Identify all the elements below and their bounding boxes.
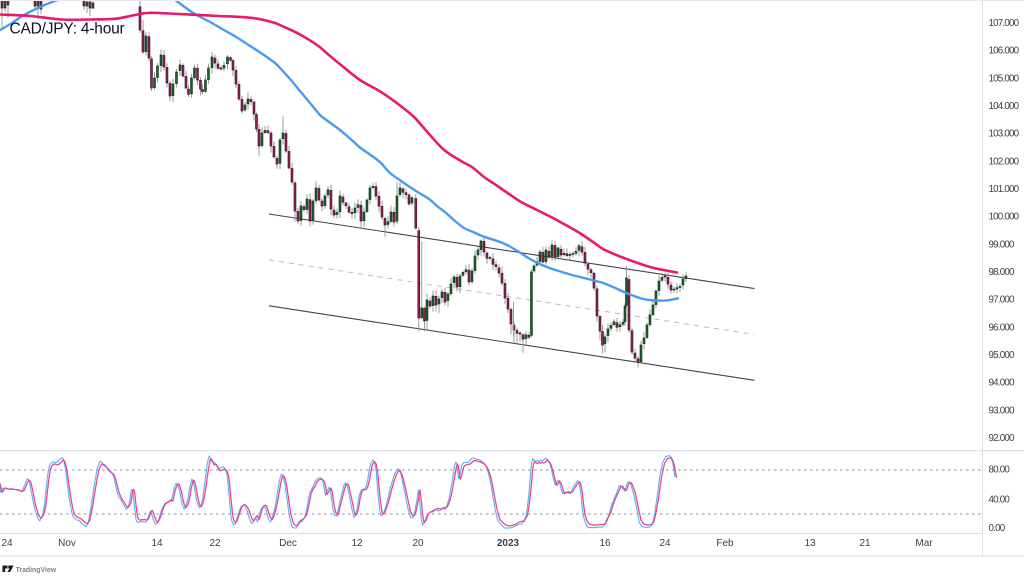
svg-text:95.000: 95.000 (989, 350, 1016, 361)
svg-text:100.000: 100.000 (989, 212, 1020, 223)
svg-text:24: 24 (659, 538, 671, 549)
svg-text:Nov: Nov (58, 538, 76, 549)
svg-text:102.000: 102.000 (989, 156, 1020, 167)
svg-text:Mar: Mar (915, 538, 933, 549)
svg-text:12: 12 (351, 538, 363, 549)
svg-text:104.000: 104.000 (989, 101, 1020, 112)
svg-text:20: 20 (412, 538, 424, 549)
svg-text:Dec: Dec (279, 538, 297, 549)
svg-text:24: 24 (1, 538, 13, 549)
svg-text:99.000: 99.000 (989, 239, 1016, 250)
svg-text:96.000: 96.000 (989, 322, 1016, 333)
svg-text:0.00: 0.00 (989, 523, 1006, 534)
svg-text:106.000: 106.000 (989, 46, 1020, 57)
svg-text:107.000: 107.000 (989, 18, 1020, 29)
svg-text:94.000: 94.000 (989, 378, 1016, 389)
svg-text:TradingView: TradingView (16, 567, 57, 574)
svg-text:97.000: 97.000 (989, 295, 1016, 306)
svg-text:13: 13 (804, 538, 816, 549)
svg-text:98.000: 98.000 (989, 267, 1016, 278)
svg-text:21: 21 (859, 538, 871, 549)
svg-text:CAD/JPY: 4-hour: CAD/JPY: 4-hour (10, 21, 125, 38)
svg-text:92.000: 92.000 (989, 433, 1016, 444)
svg-text:80.00: 80.00 (989, 465, 1011, 476)
svg-text:103.000: 103.000 (989, 129, 1020, 140)
svg-text:40.00: 40.00 (989, 494, 1011, 505)
svg-text:Feb: Feb (716, 538, 734, 549)
svg-text:16: 16 (599, 538, 611, 549)
svg-text:22: 22 (209, 538, 221, 549)
svg-text:14: 14 (151, 538, 163, 549)
svg-text:101.000: 101.000 (989, 184, 1020, 195)
svg-text:93.000: 93.000 (989, 405, 1016, 416)
svg-text:2023: 2023 (497, 538, 520, 549)
svg-text:105.000: 105.000 (989, 73, 1020, 84)
